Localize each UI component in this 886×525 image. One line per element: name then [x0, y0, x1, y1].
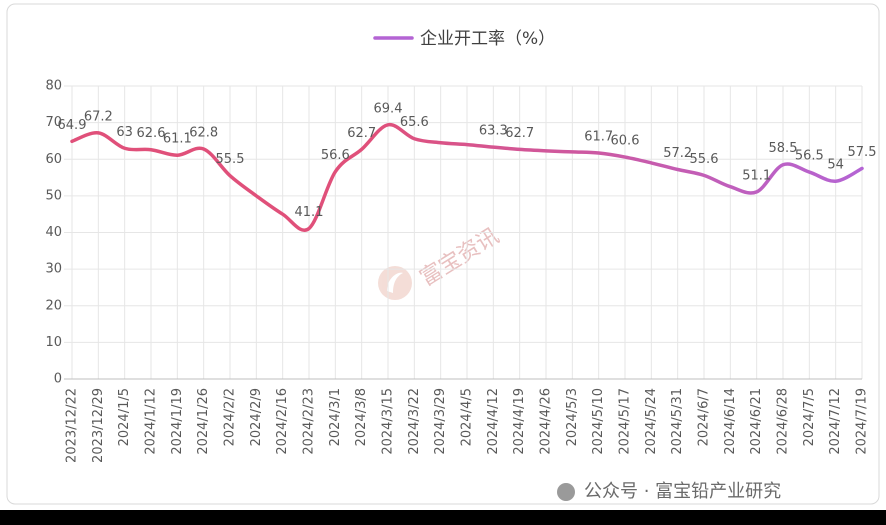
data-label: 51.1 [742, 168, 771, 183]
legend-label: 企业开工率（%） [420, 29, 555, 49]
x-tick-label: 2024/3/8 [354, 388, 369, 446]
data-label: 67.2 [84, 109, 113, 124]
x-tick-label: 2024/2/23 [302, 388, 317, 455]
y-tick-label: 60 [45, 152, 62, 167]
x-tick-label: 2024/3/22 [407, 388, 422, 455]
x-tick-label: 2024/4/26 [539, 388, 554, 455]
y-tick-label: 70 [45, 115, 62, 130]
data-label: 54 [827, 158, 844, 173]
y-tick-label: 30 [45, 262, 62, 277]
x-tick-label: 2024/6/7 [697, 388, 712, 446]
x-tick-label: 2024/5/31 [670, 388, 685, 455]
data-label: 62.6 [137, 126, 166, 141]
y-tick-label: 40 [45, 225, 62, 240]
data-label: 60.6 [611, 134, 640, 149]
x-tick-label: 2024/7/5 [802, 388, 817, 446]
x-tick-label: 2024/7/12 [828, 388, 843, 455]
watermark: 富宝资讯 [416, 224, 504, 292]
data-label: 41.1 [295, 205, 324, 220]
x-tick-label: 2023/12/22 [65, 388, 80, 463]
y-tick-label: 0 [54, 372, 62, 387]
y-tick-label: 50 [45, 188, 62, 203]
data-label: 62.7 [347, 126, 376, 141]
x-tick-label: 2024/5/17 [618, 388, 633, 455]
data-label: 61.1 [163, 132, 192, 147]
x-tick-label: 2024/3/29 [433, 388, 448, 455]
x-tick-label: 2024/2/9 [249, 388, 264, 446]
y-tick-label: 10 [45, 335, 62, 350]
series-line [70, 123, 864, 232]
data-label: 65.6 [400, 115, 429, 130]
x-tick-label: 2024/4/5 [460, 388, 475, 446]
data-label: 63.3 [479, 124, 508, 139]
x-tick-label: 2024/1/5 [117, 388, 132, 446]
x-tick-label: 2024/1/19 [170, 388, 185, 455]
x-tick-label: 2024/2/2 [223, 388, 238, 446]
x-tick-label: 2024/7/19 [855, 388, 870, 455]
x-tick-label: 2024/1/12 [144, 388, 159, 455]
x-tick-label: 2024/3/15 [381, 388, 396, 455]
data-label: 56.6 [321, 148, 350, 163]
y-tick-label: 20 [45, 298, 62, 313]
x-tick-label: 2024/3/1 [328, 388, 343, 446]
data-label: 57.2 [663, 146, 692, 161]
data-label: 62.8 [189, 125, 218, 140]
chart-border [6, 3, 880, 505]
data-label: 62.7 [505, 126, 534, 141]
x-tick-label: 2024/4/19 [512, 388, 527, 455]
wechat-icon [557, 483, 575, 501]
chart: 富宝资讯 公众号 · 富宝铅产业研究 0 10 20 30 40 50 60 70 80 2023… [6, 3, 880, 505]
x-tick-label: 2023/12/29 [91, 388, 106, 463]
data-label: 61.7 [584, 130, 613, 145]
data-label: 58.5 [769, 141, 798, 156]
x-tick-label: 2024/6/14 [723, 388, 738, 455]
x-tick-label: 2024/6/21 [749, 388, 764, 455]
footer-watermark: 公众号 · 富宝铅产业研究 [584, 481, 781, 502]
data-label: 56.5 [795, 149, 824, 164]
data-label: 69.4 [374, 101, 403, 116]
data-label: 63 [116, 125, 133, 140]
x-tick-label: 2024/5/3 [565, 388, 580, 446]
x-tick-label: 2024/5/10 [591, 388, 606, 455]
x-tick-label: 2024/1/26 [196, 388, 211, 455]
x-tick-label: 2024/2/16 [275, 388, 290, 455]
y-tick-label: 80 [45, 79, 62, 94]
data-label: 57.5 [848, 145, 877, 160]
x-tick-label: 2024/6/28 [776, 388, 791, 455]
x-tick-label: 2024/5/24 [644, 388, 659, 455]
data-label: 64.9 [58, 118, 87, 133]
watermark-logo [378, 266, 412, 300]
x-tick-label: 2024/4/12 [486, 388, 501, 455]
data-label: 55.5 [216, 152, 245, 167]
data-label: 55.6 [690, 152, 719, 167]
frame: 富宝资讯 公众号 · 富宝铅产业研究 0 10 20 30 40 50 60 70 80 2023… [0, 0, 886, 510]
